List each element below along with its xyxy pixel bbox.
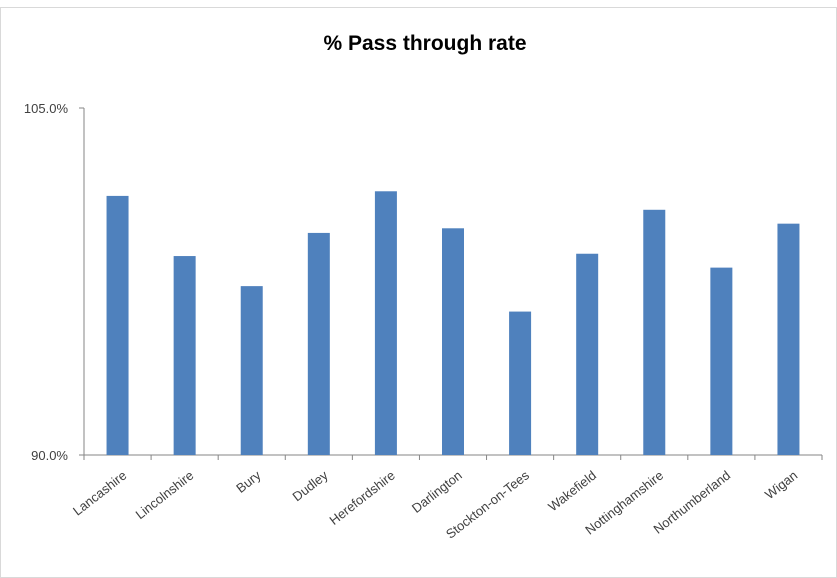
bar [576, 253, 599, 455]
y-tick-label: 105.0% [24, 101, 69, 116]
chart-title: % Pass through rate [323, 32, 526, 55]
bar [643, 209, 666, 455]
y-tick-label: 90.0% [31, 448, 68, 463]
bar [710, 267, 733, 455]
bar [106, 195, 129, 455]
chart-border [0, 7, 837, 578]
bar [509, 311, 532, 455]
bar [240, 286, 263, 455]
bar [777, 223, 800, 455]
bar [307, 232, 330, 455]
bar [442, 228, 464, 455]
bar [374, 191, 397, 455]
bar [173, 256, 196, 455]
